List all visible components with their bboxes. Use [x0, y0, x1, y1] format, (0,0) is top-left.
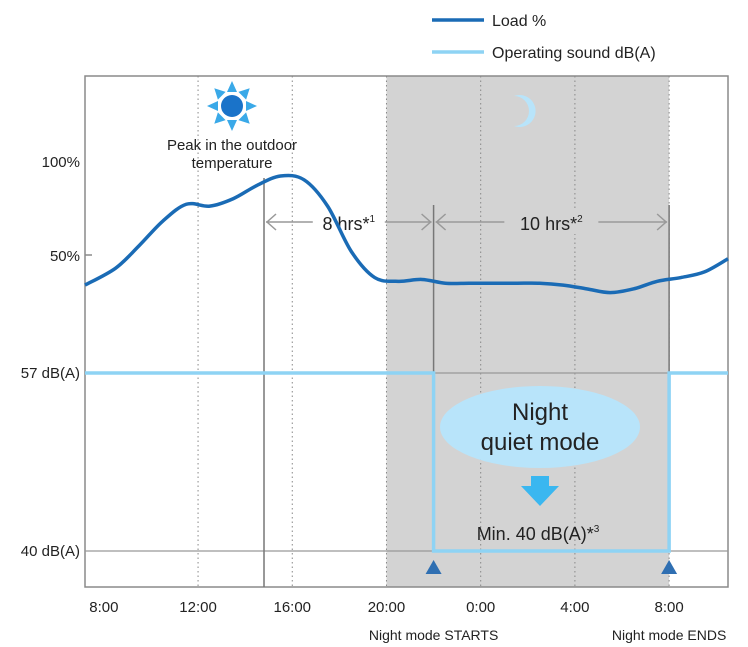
- interval-2-label: 10 hrs*2: [520, 214, 583, 234]
- x-tick-label: 0:00: [466, 599, 495, 616]
- night-end-marker: [661, 560, 678, 574]
- x-tick-label: 12:00: [179, 599, 217, 616]
- y-tick-label: 57 dB(A): [21, 365, 80, 382]
- series-operating-sound: [85, 371, 728, 553]
- night-start-marker: [425, 560, 442, 574]
- legend-label: Operating sound dB(A): [492, 45, 656, 62]
- legend-label: Load %: [492, 13, 546, 30]
- legend: Load % Operating sound dB(A): [432, 13, 656, 62]
- peak-label: Peak in the outdoor: [167, 137, 297, 154]
- x-tick-label: 20:00: [368, 599, 406, 616]
- series-load: [84, 173, 729, 295]
- x-tick-label: 16:00: [273, 599, 311, 616]
- x-tick-label: 8:00: [89, 599, 118, 616]
- badge-text: quiet mode: [481, 429, 600, 456]
- y-tick-label: 40 dB(A): [21, 543, 80, 560]
- badge-text: Night: [512, 399, 568, 426]
- night-quiet-mode-badge: [440, 386, 640, 468]
- down-arrow-icon: [521, 476, 559, 506]
- x-tick-label: 4:00: [560, 599, 589, 616]
- x-axis-ticks: 8:00 12:00 16:00 20:00 0:00 4:00 8:00: [89, 599, 683, 616]
- night-zone: [386, 76, 670, 587]
- x-tick-label: 8:00: [655, 599, 684, 616]
- min-sound-note: Min. 40 dB(A)*3: [477, 524, 600, 544]
- y-tick-label: 50%: [50, 248, 80, 265]
- plot-frame: [84, 75, 729, 588]
- moon-icon: [514, 95, 536, 127]
- peak-label: temperature: [192, 155, 273, 172]
- y-tick-label: 100%: [42, 154, 80, 171]
- sun-icon: [207, 81, 257, 131]
- night-end-label: Night mode ENDS: [612, 627, 726, 643]
- night-start-label: Night mode STARTS: [369, 627, 498, 643]
- interval-1-label: 8 hrs*1: [322, 214, 375, 234]
